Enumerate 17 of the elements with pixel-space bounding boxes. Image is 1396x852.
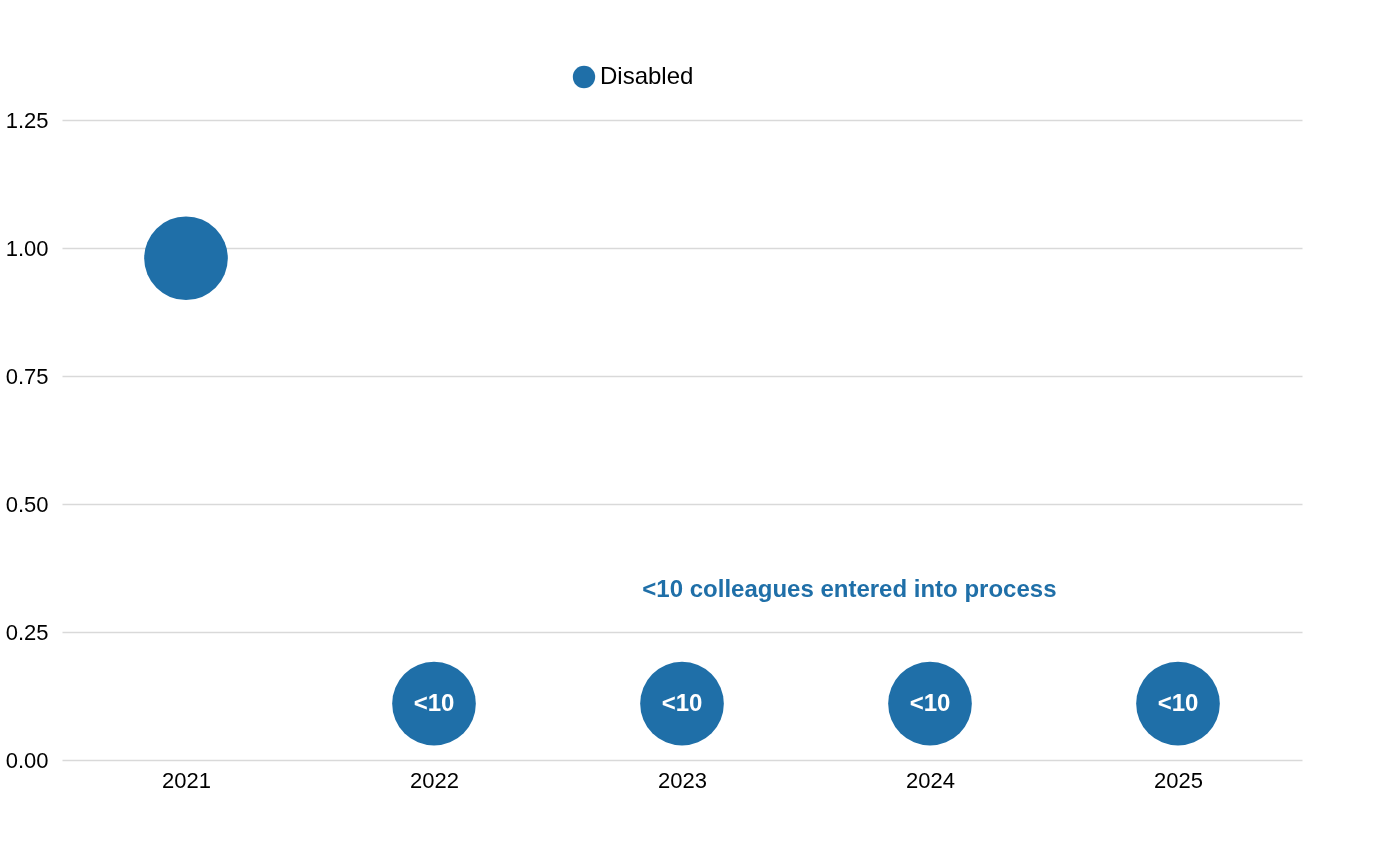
x-tick-label: 2022	[410, 767, 459, 793]
x-tick-label: 2025	[1154, 767, 1203, 793]
x-tick-label: 2021	[162, 767, 211, 793]
data-label: <10	[413, 688, 455, 716]
y-tick-label: 1.00	[5, 235, 49, 261]
x-tick-label: 2023	[658, 767, 707, 793]
legend-label: Disabled	[600, 62, 694, 89]
x-tick-label: 2024	[906, 767, 955, 793]
data-label: <10	[909, 688, 951, 716]
data-label: <10	[1157, 688, 1199, 716]
annotation: <10 colleagues entered into process	[642, 575, 1057, 603]
y-tick-label: 0.75	[5, 363, 49, 389]
y-tick-label: 0.25	[5, 619, 49, 645]
y-tick-label: 0.00	[5, 747, 49, 773]
y-tick-label: 1.25	[5, 107, 49, 133]
data-label: <10	[661, 688, 703, 716]
y-tick-label: 0.50	[5, 491, 49, 517]
